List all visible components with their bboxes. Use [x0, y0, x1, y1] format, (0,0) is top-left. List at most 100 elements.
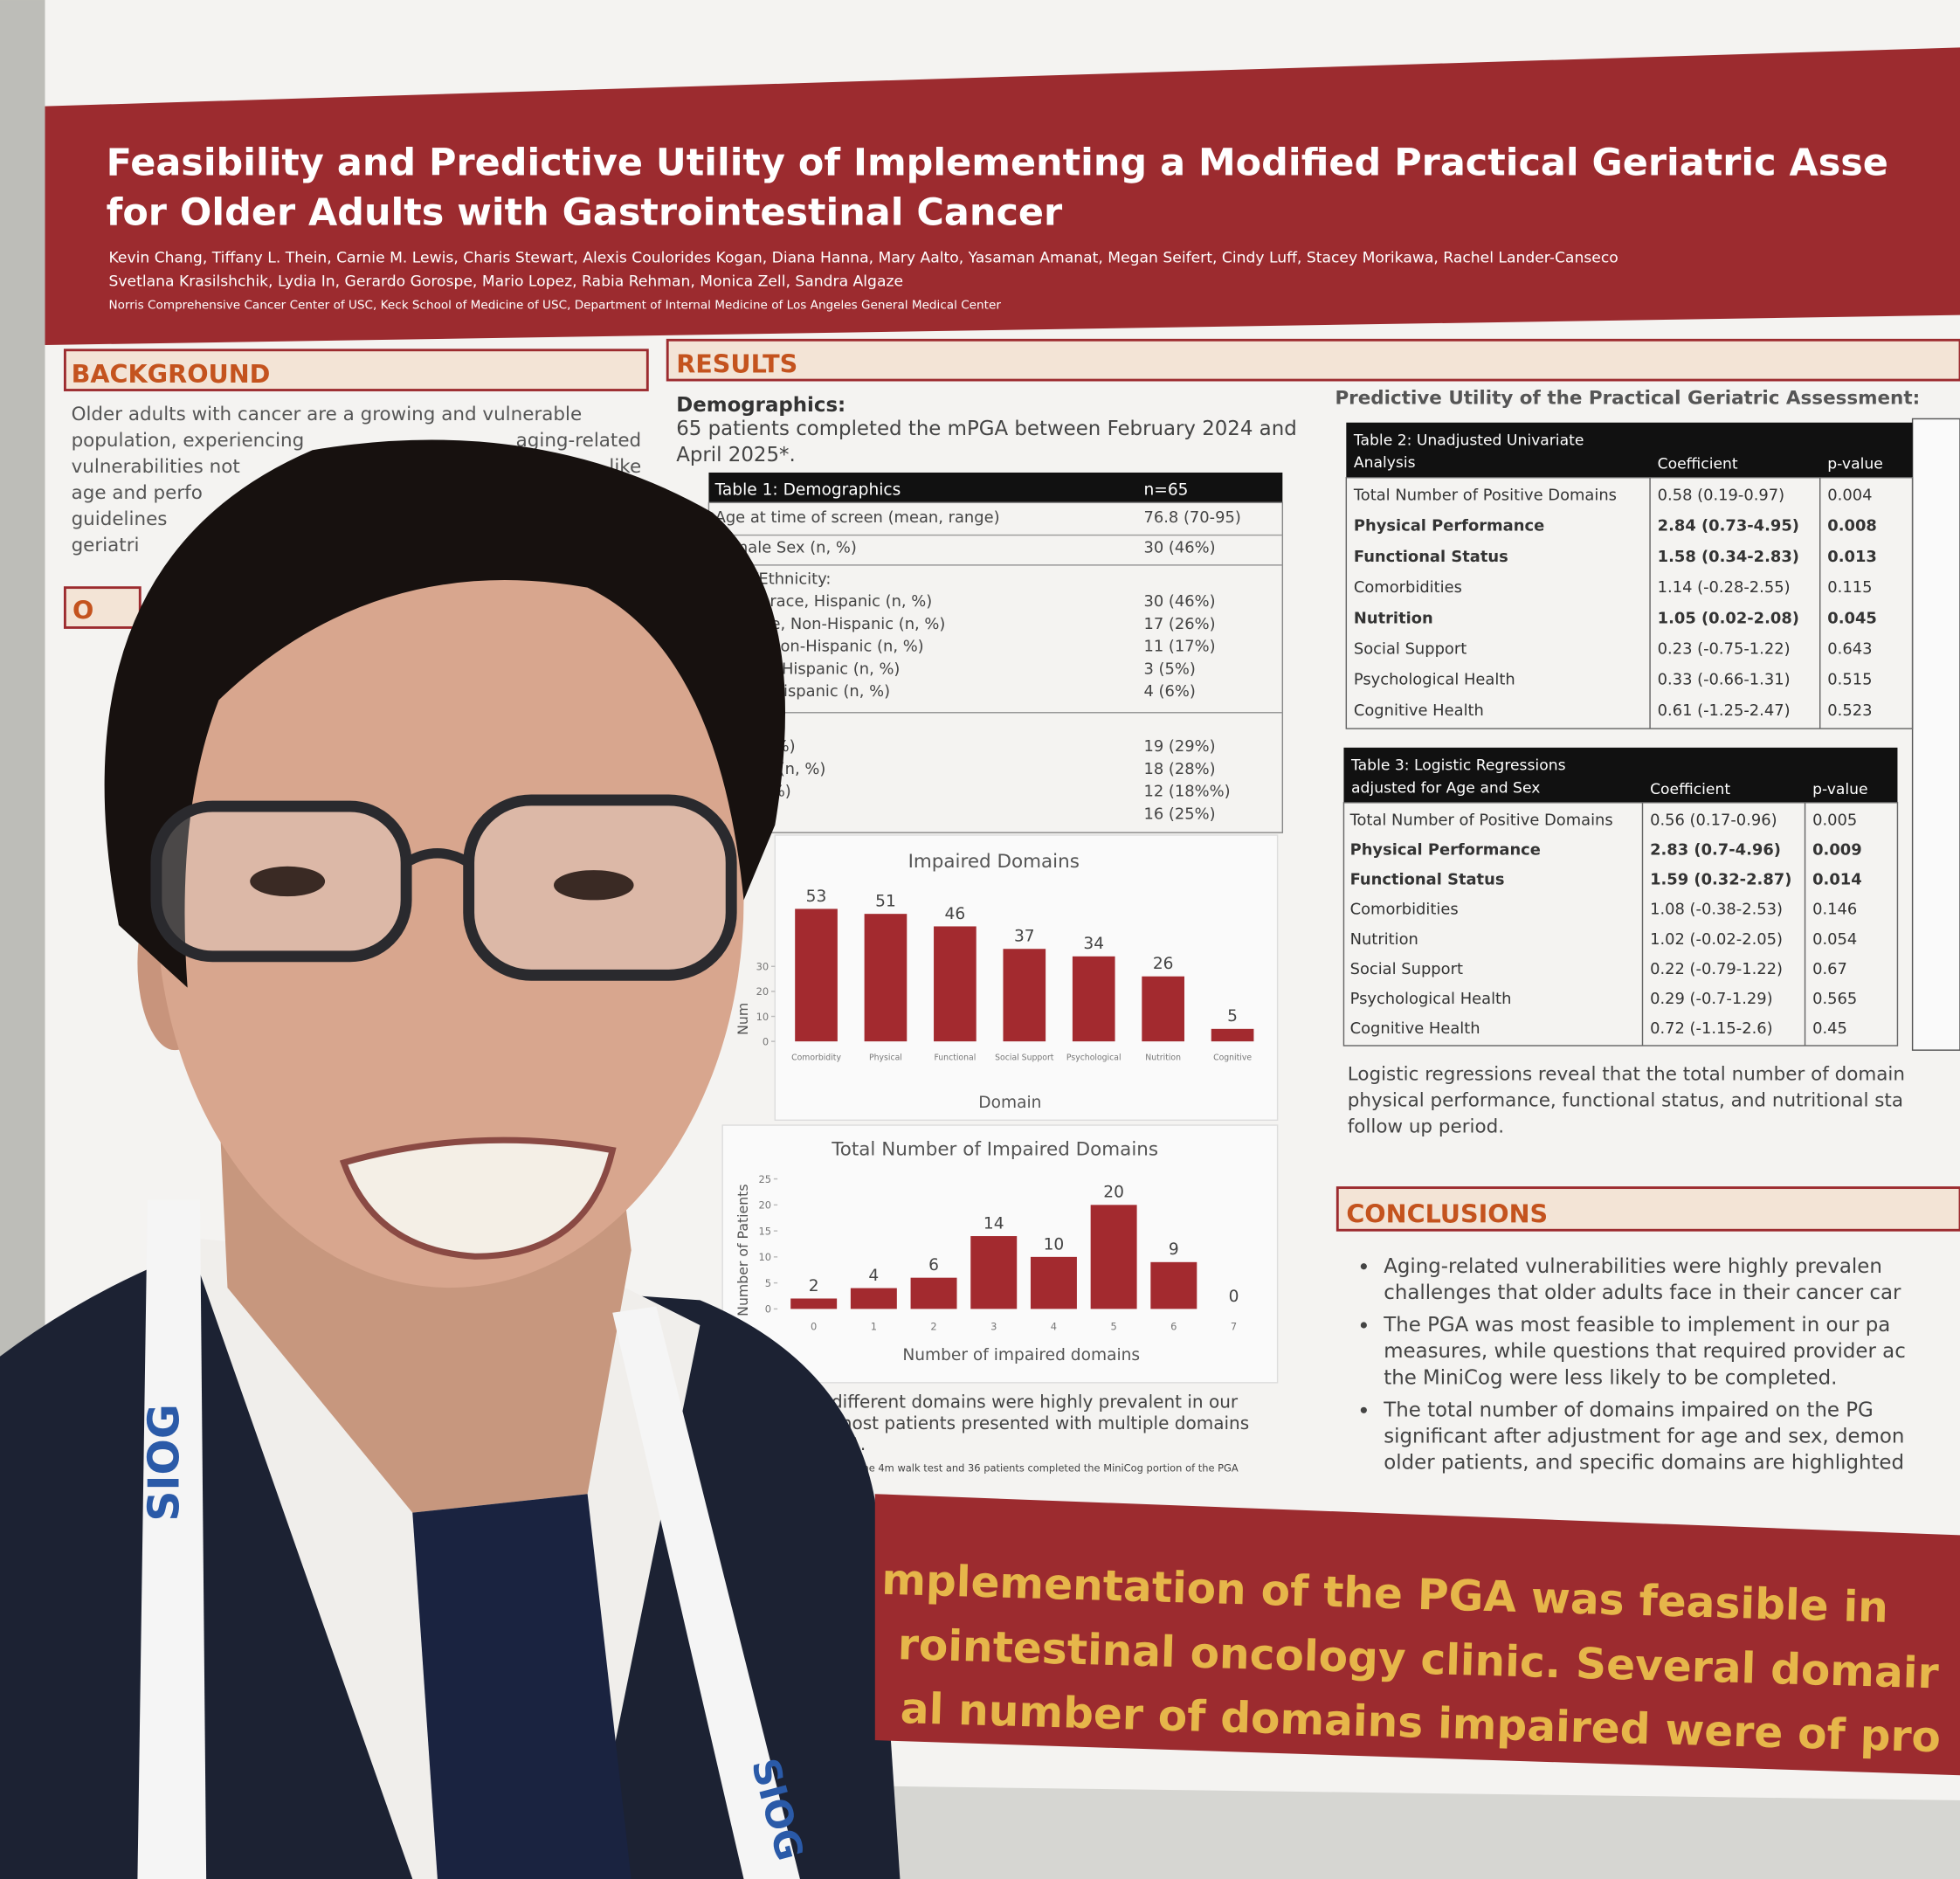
y-tick-label: 0: [765, 1303, 771, 1316]
value-label: 34: [1083, 935, 1104, 953]
y-tick-label: 10: [756, 1011, 770, 1023]
x-tick-label: 2: [930, 1321, 936, 1333]
subheading: Demographics:: [676, 394, 845, 417]
body-text: physical performance, functional status,…: [1348, 1090, 1903, 1112]
bar: [1142, 976, 1184, 1042]
bar: [1030, 1256, 1077, 1309]
table-cell: 0.643: [1827, 639, 1872, 658]
eye: [553, 870, 634, 901]
body-text: April 2025*.: [676, 444, 795, 466]
table-header: [1346, 422, 1913, 478]
cut-table: [1911, 418, 1960, 1051]
x-tick-label: 1: [871, 1321, 877, 1333]
table-cell: 0.009: [1812, 841, 1862, 860]
bar: [910, 1277, 957, 1309]
body-text: 65 patients completed the mPGA between F…: [676, 418, 1297, 440]
table-cell: Cognitive Health: [1354, 701, 1484, 720]
section-heading: BACKGROUND: [72, 359, 271, 389]
lanyard: [612, 1306, 800, 1879]
y-tick-label: 20: [756, 985, 770, 998]
tie: [412, 1494, 631, 1879]
affiliation: Norris Comprehensive Cancer Center of US…: [109, 298, 1002, 312]
body-text: guidelines: [72, 508, 168, 530]
bar: [795, 908, 838, 1042]
table-cell: 76.8 (70-95): [1143, 508, 1240, 527]
table-cell: 0.61 (-1.25-2.47): [1658, 701, 1791, 720]
body-text: Aging-related vulnerabilities were highl…: [1384, 1255, 1882, 1278]
body-text: significant after adjustment for age and…: [1384, 1426, 1904, 1448]
table-header-cell: Coefficient: [1650, 781, 1730, 798]
table-cell: Cognitive Health: [1350, 1019, 1480, 1038]
table-cell: 1.05 (0.02-2.08): [1658, 609, 1799, 627]
background-header: [63, 349, 649, 391]
body-text: follow up period.: [1348, 1116, 1504, 1138]
table-title: Table 2: Unadjusted Univariate: [1353, 432, 1584, 449]
table-header-cell: Coefficient: [1658, 456, 1738, 473]
value-label: 0: [1229, 1288, 1239, 1306]
body-text: geriatri: [72, 535, 140, 556]
chart-title: Total Number of Impaired Domains: [831, 1138, 1158, 1160]
value-label: 4: [868, 1267, 879, 1285]
bullet: [1360, 1263, 1367, 1270]
table-cell: Nutrition: [1354, 609, 1433, 627]
eye: [250, 866, 326, 897]
body-text: the MiniCog were less likely to be compl…: [1384, 1366, 1837, 1389]
table-cell: 30 (46%): [1143, 539, 1215, 557]
x-tick-label: 7: [1231, 1321, 1237, 1333]
bullet: [1360, 1322, 1367, 1329]
results-header: [666, 338, 1960, 382]
table-cell: 0.58 (0.19-0.97): [1658, 486, 1784, 504]
poster-content: Feasibility and Predictive Utility of Im…: [72, 141, 1921, 1474]
table-cell: 1.58 (0.34-2.83): [1658, 548, 1799, 566]
y-tick-label: 30: [756, 961, 770, 973]
note: most patients presented with multiple do…: [835, 1413, 1249, 1433]
value-label: 9: [1169, 1240, 1179, 1259]
table-cell: Social Support: [1350, 960, 1463, 978]
x-tick-label: Psychological: [1066, 1053, 1121, 1063]
bar: [1090, 1205, 1137, 1309]
title: Feasibility and Predictive Utility of Im…: [107, 141, 1888, 184]
x-tick-label: Social Support: [995, 1053, 1054, 1063]
table-cell: 1.59 (0.32-2.87): [1650, 871, 1791, 889]
x-tick-label: Comorbidity: [791, 1053, 841, 1063]
x-tick-label: 6: [1170, 1321, 1177, 1333]
glasses-bridge: [404, 848, 472, 867]
x-tick-label: Physical: [869, 1053, 902, 1063]
value-label: 53: [806, 888, 827, 906]
y-tick-label: 25: [758, 1173, 771, 1185]
table-cell: 0.515: [1827, 671, 1872, 689]
bar: [790, 1298, 838, 1309]
table-cell: 1.02 (-0.02-2.05): [1650, 930, 1783, 949]
table-cell: 0.72 (-1.15-2.6): [1650, 1019, 1773, 1038]
table-cell: Total Number of Positive Domains: [1353, 486, 1617, 504]
table-cell: Comorbidities: [1350, 901, 1459, 919]
table-cell: 1.14 (-0.28-2.55): [1658, 578, 1791, 597]
table-cell: 0.045: [1827, 609, 1877, 627]
table-cell: Functional Status: [1354, 548, 1508, 566]
table-cell: 4 (6%): [1143, 682, 1195, 701]
table-cell: 0.565: [1812, 990, 1857, 1008]
y-tick-label: 5: [765, 1277, 771, 1289]
table-cell: Any race, Hispanic (n, %): [735, 592, 933, 611]
lanyard-text: SIOG: [141, 1404, 190, 1521]
section-header: [63, 586, 141, 629]
table-cell: 2.84 (0.73-4.95): [1658, 517, 1799, 535]
x-tick-label: Functional: [934, 1053, 976, 1063]
x-tick-label: 5: [1110, 1321, 1116, 1333]
y-axis-label: Num: [735, 1003, 751, 1035]
table-cell: 0.33 (-0.66-1.31): [1658, 671, 1791, 689]
value-label: 51: [875, 893, 896, 911]
value-label: 2: [809, 1277, 819, 1295]
table-cell: Physical Performance: [1350, 841, 1541, 860]
table-cell: 12 (18%%): [1143, 783, 1230, 801]
table-cell: 0.45: [1812, 1019, 1847, 1038]
table-cell: 0.014: [1812, 871, 1862, 889]
table-cell: 0.115: [1827, 578, 1872, 597]
y-tick-label: 0: [763, 1035, 769, 1047]
bar: [1003, 949, 1046, 1042]
table-cell: ian, Non-Hispanic (n, %): [735, 638, 924, 656]
table-cell: Psychological Health: [1350, 990, 1512, 1008]
note: he 4m walk test and 36 patients complete…: [862, 1461, 1238, 1474]
subheading: Predictive Utility of the Practical Geri…: [1335, 387, 1920, 409]
